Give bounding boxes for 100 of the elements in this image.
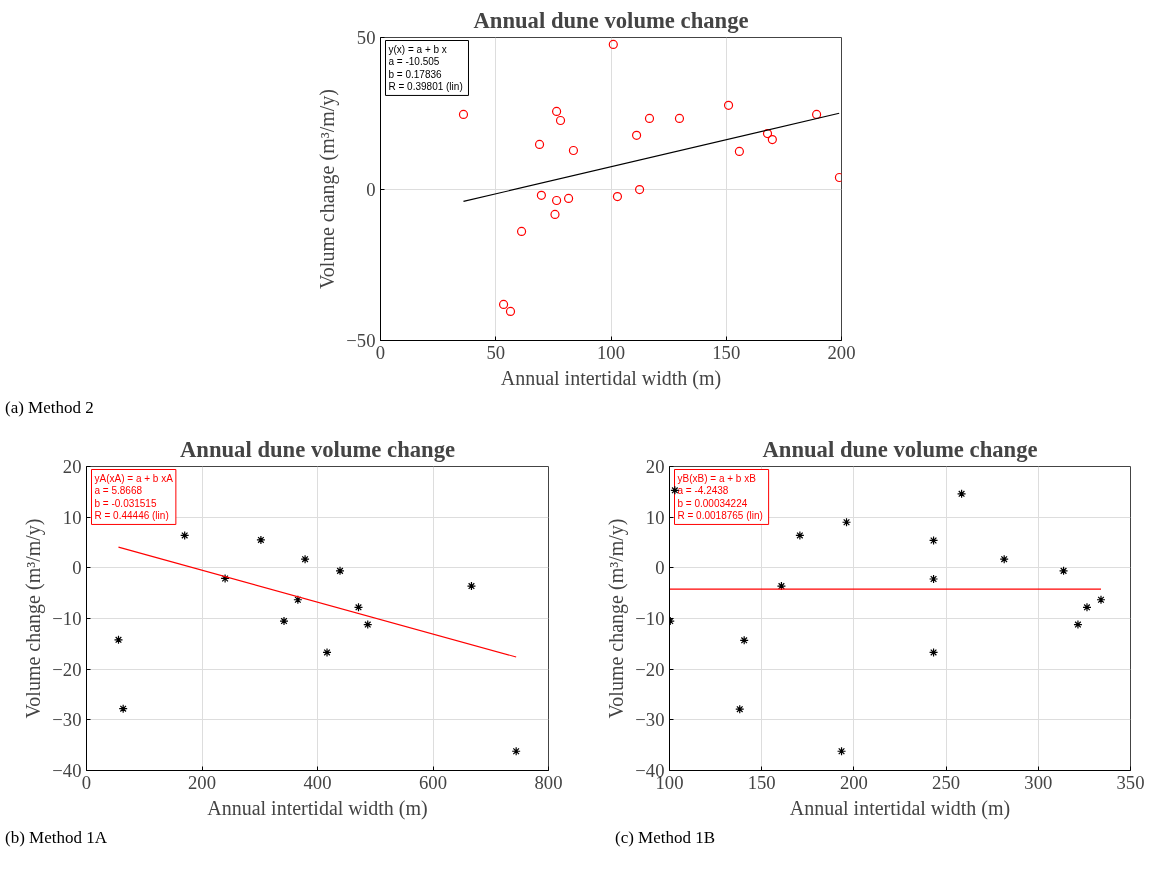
point bbox=[739, 635, 749, 645]
x-axis-title: Annual intertidal width (m) bbox=[207, 796, 428, 820]
x-axis-title: Annual intertidal width (m) bbox=[789, 796, 1011, 820]
annotation: R = 0.0018765 (lin) bbox=[677, 510, 763, 522]
point bbox=[1096, 595, 1106, 605]
point bbox=[180, 530, 190, 541]
point bbox=[552, 106, 562, 117]
x-tick-label: 400 bbox=[303, 771, 332, 793]
text: (c) Method 1B bbox=[615, 827, 716, 849]
point bbox=[516, 226, 527, 237]
point bbox=[466, 581, 477, 591]
y-tick-label: 20 bbox=[645, 456, 665, 477]
x-tick-label: 150 bbox=[712, 341, 741, 363]
point bbox=[322, 647, 332, 658]
point bbox=[928, 574, 939, 584]
point bbox=[1082, 602, 1092, 612]
annotation: yB(xB) = a + b xB bbox=[677, 472, 757, 484]
y-tick-label: −40 bbox=[52, 760, 82, 781]
x-tick-label: 50 bbox=[486, 341, 506, 363]
x-tick-label: 100 bbox=[597, 341, 625, 363]
x-tick-label: 800 bbox=[534, 771, 563, 793]
point bbox=[300, 554, 310, 564]
point bbox=[776, 581, 787, 591]
point bbox=[631, 130, 642, 140]
point bbox=[762, 128, 773, 139]
point bbox=[674, 113, 685, 123]
point bbox=[767, 135, 777, 145]
y-tick-label: 10 bbox=[645, 506, 665, 528]
annotation: R = 0.39801 (lin) bbox=[388, 81, 463, 93]
chart-title: Annual dune volume change bbox=[473, 7, 749, 33]
point bbox=[505, 306, 516, 316]
annotation: b = 0.00034224 bbox=[677, 497, 748, 509]
point bbox=[536, 190, 546, 200]
x-tick-label: 200 bbox=[839, 771, 868, 793]
point bbox=[550, 209, 560, 220]
x-tick-label: 300 bbox=[1024, 771, 1053, 793]
chart-title: Annual dune volume change bbox=[179, 436, 456, 462]
y-axis-title: Volume change (m³/m/y) bbox=[316, 88, 340, 290]
x-tick-label: 150 bbox=[747, 771, 776, 793]
point bbox=[568, 145, 579, 156]
y-tick-label: −30 bbox=[52, 709, 82, 731]
point bbox=[644, 113, 655, 123]
y-tick-label: −20 bbox=[52, 658, 82, 680]
point bbox=[928, 647, 939, 658]
y-axis-title: Volume change (m³/m/y) bbox=[22, 518, 46, 719]
x-tick-label: 250 bbox=[932, 771, 961, 793]
y-tick-label: −20 bbox=[635, 658, 665, 680]
x-tick-label: 350 bbox=[1116, 771, 1145, 793]
point bbox=[812, 109, 822, 120]
annotation: R = 0.44446 (lin) bbox=[94, 510, 169, 522]
point bbox=[498, 299, 509, 310]
y-tick-label: −10 bbox=[52, 608, 82, 629]
point bbox=[608, 39, 618, 50]
point bbox=[563, 193, 574, 203]
point bbox=[353, 602, 364, 612]
point bbox=[335, 566, 345, 576]
point bbox=[118, 704, 128, 714]
point bbox=[795, 530, 805, 541]
point bbox=[256, 535, 266, 545]
annotation: b = 0.17836 bbox=[388, 68, 443, 80]
text: (a) Method 2 bbox=[5, 397, 94, 419]
annotation: a = -10.505 bbox=[388, 56, 440, 68]
point bbox=[612, 191, 623, 202]
point bbox=[836, 746, 847, 756]
x-tick-label: 200 bbox=[188, 771, 216, 793]
point bbox=[458, 109, 469, 120]
point bbox=[113, 635, 124, 645]
chart-title: Annual dune volume change bbox=[762, 436, 1038, 462]
y-axis-title: Volume change (m³/m/y) bbox=[605, 518, 629, 719]
y-tick-label: 0 bbox=[366, 178, 376, 200]
annotation: a = 5.8668 bbox=[94, 485, 143, 497]
point bbox=[552, 195, 562, 206]
text: (b) Method 1A bbox=[5, 827, 107, 849]
annotation: y(x) = a + b x bbox=[388, 43, 447, 55]
y-tick-label: −30 bbox=[635, 709, 665, 731]
x-tick-label: 200 bbox=[827, 341, 856, 363]
point bbox=[534, 139, 545, 150]
point bbox=[1073, 619, 1083, 630]
y-tick-label: 10 bbox=[62, 506, 82, 528]
point bbox=[1058, 566, 1069, 576]
point bbox=[220, 573, 230, 584]
annotation: b = -0.031515 bbox=[94, 497, 157, 509]
point bbox=[279, 616, 289, 626]
y-tick-label: 20 bbox=[62, 456, 82, 477]
point bbox=[841, 517, 852, 527]
point bbox=[363, 619, 373, 630]
x-axis-title: Annual intertidal width (m) bbox=[500, 366, 722, 390]
point bbox=[735, 704, 745, 714]
y-tick-label: −10 bbox=[635, 608, 665, 629]
point bbox=[928, 535, 939, 546]
annotation: a = -4.2438 bbox=[677, 485, 729, 497]
y-tick-label: 50 bbox=[356, 27, 376, 48]
x-tick-label: 600 bbox=[419, 771, 447, 793]
point bbox=[734, 146, 744, 157]
point bbox=[293, 595, 303, 605]
y-tick-label: 0 bbox=[72, 557, 82, 579]
point bbox=[723, 100, 734, 110]
point bbox=[999, 554, 1009, 564]
y-tick-label: −50 bbox=[346, 330, 376, 351]
point bbox=[511, 746, 521, 756]
